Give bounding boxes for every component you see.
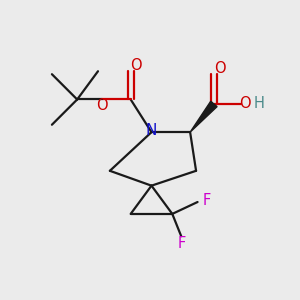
Text: O: O: [96, 98, 108, 113]
Text: F: F: [202, 193, 211, 208]
Text: H: H: [254, 96, 265, 111]
Text: N: N: [146, 123, 157, 138]
Polygon shape: [190, 101, 217, 132]
Text: O: O: [239, 96, 250, 111]
Text: O: O: [214, 61, 226, 76]
Text: F: F: [178, 236, 186, 251]
Text: O: O: [130, 58, 142, 74]
